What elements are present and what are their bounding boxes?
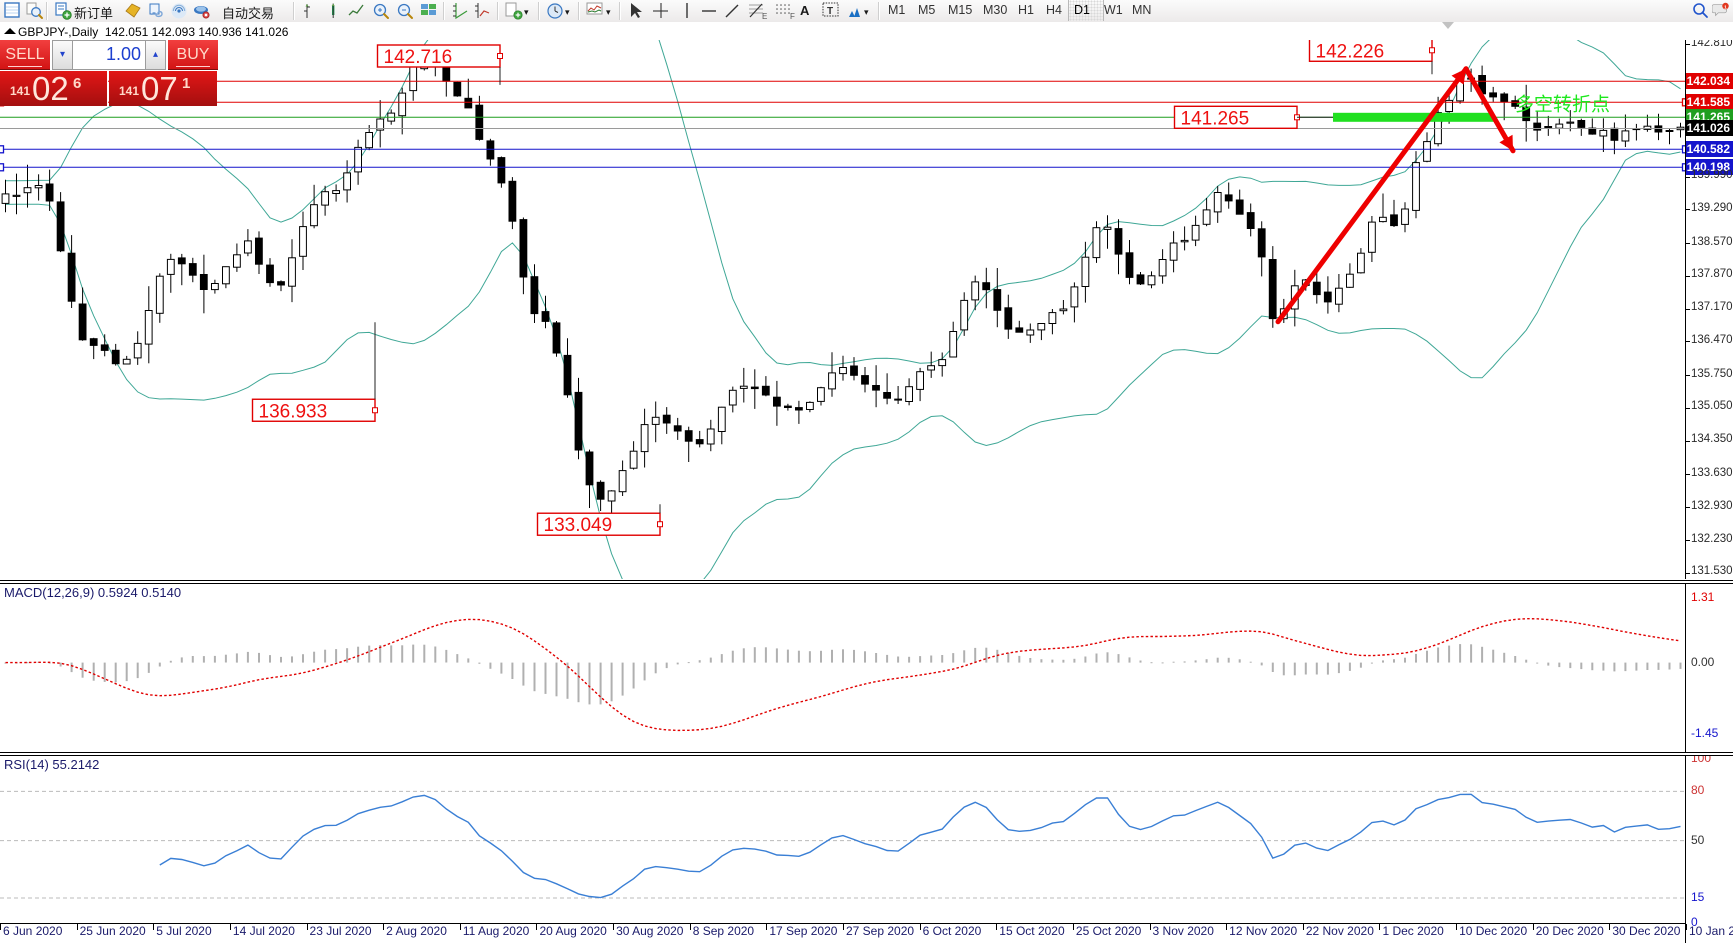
svg-text:MACD(12,26,9) 0.5924 0.5140: MACD(12,26,9) 0.5924 0.5140 (4, 585, 181, 600)
svg-text:T: T (827, 6, 833, 17)
svg-text:142.226: 142.226 (1316, 41, 1385, 62)
svg-text:141.265: 141.265 (1181, 108, 1250, 129)
svg-text:133.049: 133.049 (544, 515, 613, 536)
svg-text:136.933: 136.933 (259, 401, 328, 422)
svg-text:142.716: 142.716 (384, 47, 453, 68)
svg-text:RSI(14) 55.2142: RSI(14) 55.2142 (4, 757, 99, 772)
svg-text:多空转折点: 多空转折点 (1515, 93, 1610, 115)
svg-text:1: 1 (1724, 4, 1727, 10)
